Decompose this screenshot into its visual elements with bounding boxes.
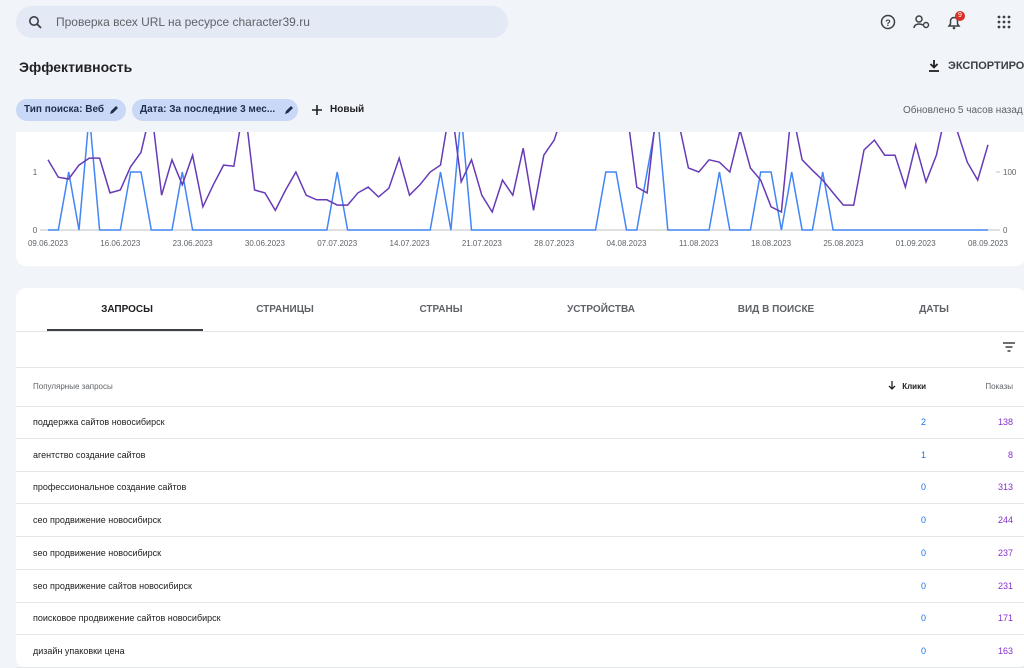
x-tick-label: 09.06.2023 <box>28 239 69 248</box>
query: профессиональное создание сайтов <box>33 482 187 493</box>
x-tick-label: 14.07.2023 <box>390 239 431 248</box>
x-tick-label: 16.06.2023 <box>100 239 141 248</box>
clicks: 1 <box>920 449 926 460</box>
table-row[interactable]: поисковое продвижение сайтов новосибирск… <box>16 602 1024 636</box>
impressions: 313 <box>997 482 1013 493</box>
table-row[interactable]: агентство создание сайтов 1 8 <box>16 439 1024 472</box>
clicks: 0 <box>920 547 926 558</box>
x-tick-label: 23.06.2023 <box>173 239 214 248</box>
x-tick-label: 21.07.2023 <box>462 239 503 248</box>
query: поисковое продвижение сайтов новосибирск <box>33 613 221 624</box>
page-title: Эффективность <box>19 59 133 75</box>
export-button[interactable]: ЭКСПОРТИРОВА <box>948 60 1024 72</box>
tabs-divider <box>16 331 1024 332</box>
search-placeholder: Проверка всех URL на ресурсе character39… <box>56 15 310 29</box>
bell-icon[interactable] <box>946 14 962 30</box>
download-icon <box>929 60 939 72</box>
clicks: 0 <box>920 645 926 656</box>
edit-icon <box>110 106 118 114</box>
x-tick-label: 18.08.2023 <box>751 239 792 248</box>
new-filter-button[interactable]: Новый <box>330 104 365 115</box>
tab[interactable]: ДАТЫ <box>919 304 949 315</box>
y-tick-label: 1 <box>33 168 38 177</box>
x-tick-label: 07.07.2023 <box>317 239 358 248</box>
x-tick-label: 30.06.2023 <box>245 239 286 248</box>
updated-note: Обновлено 5 часов назад <box>903 105 1023 116</box>
tab[interactable]: УСТРОЙСТВА <box>567 304 635 315</box>
column-header: Показы <box>985 382 1013 391</box>
query: поддержка сайтов новосибирск <box>33 417 165 427</box>
clicks: 0 <box>920 613 926 624</box>
impressions: 138 <box>997 417 1013 427</box>
clicks: 2 <box>920 417 926 427</box>
impressions: 237 <box>997 547 1013 558</box>
search-bar[interactable]: Проверка всех URL на ресурсе character39… <box>16 6 508 38</box>
query: seo продвижение новосибирск <box>33 547 162 558</box>
x-tick-label: 01.09.2023 <box>896 239 937 248</box>
impressions: 8 <box>1007 449 1013 460</box>
apps-icon[interactable] <box>997 15 1011 29</box>
tab[interactable]: СТРАНИЦЫ <box>256 304 314 315</box>
sort-arrow <box>888 381 896 390</box>
clicks: 0 <box>920 482 926 493</box>
impressions: 231 <box>997 580 1013 591</box>
chart: 0 1 0 100 09.06.2023 16.06.2023 23.06.2023 30.0… <box>28 132 1017 248</box>
query: сео продвижение новосибирск <box>33 515 162 526</box>
help-icon[interactable]: ? <box>880 14 896 30</box>
impressions: 163 <box>997 645 1013 656</box>
column-header: Клики <box>902 382 926 391</box>
query: агентство создание сайтов <box>33 449 146 460</box>
x-tick-label: 11.08.2023 <box>679 239 719 248</box>
x-tick-label: 28.07.2023 <box>534 239 575 248</box>
divider <box>16 367 1024 368</box>
table-card <box>16 288 1024 668</box>
x-tick-label: 08.09.2023 <box>968 239 1009 248</box>
table-header: Популярные запросы Клики Показы <box>16 368 1024 407</box>
clicks: 0 <box>920 515 926 526</box>
table-row[interactable]: seo продвижение новосибирск 0 237 <box>16 537 1024 570</box>
chart-card <box>16 132 1024 266</box>
table-row[interactable]: дизайн упаковки цена 0 163 <box>16 635 1024 668</box>
filter-icon[interactable] <box>1002 341 1016 353</box>
users-icon[interactable] <box>913 14 931 30</box>
query: дизайн упаковки цена <box>33 645 125 656</box>
active-tab-indicator <box>47 329 203 331</box>
table-row[interactable]: профессиональное создание сайтов 0 313 <box>16 471 1024 505</box>
y2-tick-label: 0 <box>1003 226 1008 235</box>
tab[interactable]: ЗАПРОСЫ <box>101 304 153 315</box>
impressions: 171 <box>997 613 1013 624</box>
filter-chip[interactable]: Дата: За последние 3 мес... <box>132 99 298 121</box>
data-line <box>47 132 989 214</box>
table-row[interactable]: сео продвижение новосибирск 0 244 <box>16 504 1024 538</box>
svg-text:?: ? <box>885 18 891 28</box>
y-tick-label: 0 <box>33 226 38 235</box>
table-row[interactable]: поддержка сайтов новосибирск 2 138 <box>16 406 1024 439</box>
notification-badge: 9 <box>955 11 965 21</box>
query: seo продвижение сайтов новосибирск <box>33 580 192 591</box>
chip-label: Дата: За последние 3 мес... <box>140 104 276 115</box>
chip-label: Тип поиска: Веб <box>24 104 105 115</box>
column-header: Популярные запросы <box>33 382 113 391</box>
tab[interactable]: ВИД В ПОИСКЕ <box>737 304 815 315</box>
data-line <box>48 132 988 231</box>
x-tick-label: 04.08.2023 <box>606 239 647 248</box>
y2-tick-label: 100 <box>1003 168 1017 177</box>
search-icon <box>29 16 42 29</box>
tab[interactable]: СТРАНЫ <box>419 304 463 315</box>
impressions: 244 <box>997 515 1013 526</box>
table-row[interactable]: seo продвижение сайтов новосибирск 0 231 <box>16 570 1024 603</box>
x-tick-label: 25.08.2023 <box>823 239 864 248</box>
plus-icon <box>312 105 322 115</box>
clicks: 0 <box>920 580 926 591</box>
filter-chip[interactable]: Тип поиска: Веб <box>16 99 126 121</box>
edit-icon <box>285 106 293 114</box>
